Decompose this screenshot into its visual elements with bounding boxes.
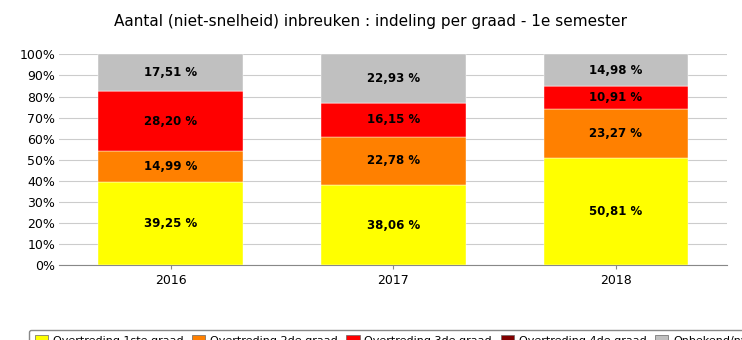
Text: 17,51 %: 17,51 %: [144, 66, 197, 79]
Text: 50,81 %: 50,81 %: [589, 205, 643, 218]
Text: 22,93 %: 22,93 %: [367, 72, 420, 85]
Legend: Overtreding 1ste graad, Overtreding 2de graad, Overtreding 3de graad, Overtredin: Overtreding 1ste graad, Overtreding 2de …: [29, 330, 742, 340]
Text: 22,78 %: 22,78 %: [367, 154, 420, 168]
Bar: [321, 185, 466, 265]
Text: 16,15 %: 16,15 %: [367, 114, 420, 126]
Bar: [543, 109, 689, 158]
Bar: [321, 103, 466, 137]
Bar: [321, 54, 466, 103]
Bar: [98, 91, 243, 151]
Bar: [98, 183, 243, 265]
Text: 10,91 %: 10,91 %: [589, 91, 643, 104]
Bar: [543, 86, 689, 109]
Text: 38,06 %: 38,06 %: [367, 219, 420, 232]
Bar: [543, 158, 689, 265]
Text: 28,20 %: 28,20 %: [144, 115, 197, 128]
Bar: [321, 137, 466, 185]
Text: Aantal (niet-snelheid) inbreuken : indeling per graad - 1e semester: Aantal (niet-snelheid) inbreuken : indel…: [114, 14, 628, 29]
Text: 39,25 %: 39,25 %: [144, 217, 197, 230]
Text: 14,99 %: 14,99 %: [144, 160, 197, 173]
Text: 23,27 %: 23,27 %: [589, 127, 643, 140]
Bar: [98, 151, 243, 183]
Bar: [543, 54, 689, 86]
Bar: [98, 54, 243, 91]
Text: 14,98 %: 14,98 %: [589, 64, 643, 77]
